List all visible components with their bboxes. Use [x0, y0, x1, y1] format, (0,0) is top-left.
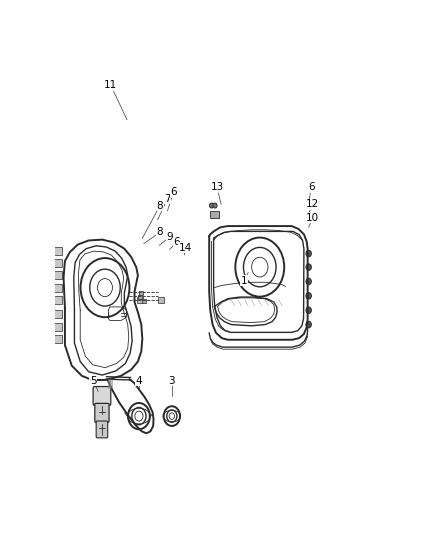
- Bar: [139, 291, 143, 295]
- Text: 12: 12: [306, 199, 319, 209]
- Circle shape: [306, 264, 311, 270]
- Bar: [54, 259, 62, 267]
- Bar: [54, 335, 62, 343]
- Circle shape: [306, 293, 311, 299]
- Bar: [54, 271, 62, 279]
- Bar: [54, 247, 62, 255]
- Text: 4: 4: [136, 376, 142, 386]
- Text: 7: 7: [164, 193, 171, 204]
- Text: 8: 8: [157, 227, 163, 237]
- Text: 14: 14: [179, 243, 192, 253]
- FancyBboxPatch shape: [96, 421, 108, 438]
- Text: 9: 9: [166, 232, 173, 242]
- Circle shape: [306, 321, 311, 328]
- Circle shape: [209, 203, 214, 208]
- Circle shape: [213, 203, 217, 208]
- Bar: [137, 297, 143, 303]
- Bar: [54, 284, 62, 292]
- Text: 13: 13: [210, 182, 224, 192]
- Text: 11: 11: [104, 80, 117, 90]
- FancyBboxPatch shape: [95, 403, 109, 422]
- Bar: [54, 296, 62, 304]
- Text: 10: 10: [306, 213, 319, 223]
- Text: 8: 8: [157, 200, 163, 211]
- Bar: [138, 295, 141, 299]
- Circle shape: [306, 307, 311, 313]
- Text: 5: 5: [90, 376, 96, 386]
- Bar: [158, 297, 164, 303]
- FancyBboxPatch shape: [93, 386, 111, 406]
- Bar: [54, 310, 62, 318]
- Text: 6: 6: [308, 182, 314, 192]
- Circle shape: [306, 278, 311, 285]
- Bar: [141, 298, 146, 303]
- Text: 3: 3: [169, 376, 175, 386]
- Text: 6: 6: [170, 187, 177, 197]
- Text: 6: 6: [173, 238, 180, 247]
- Bar: [54, 322, 62, 330]
- Bar: [210, 211, 219, 219]
- Circle shape: [306, 251, 311, 257]
- Text: 1: 1: [241, 276, 247, 286]
